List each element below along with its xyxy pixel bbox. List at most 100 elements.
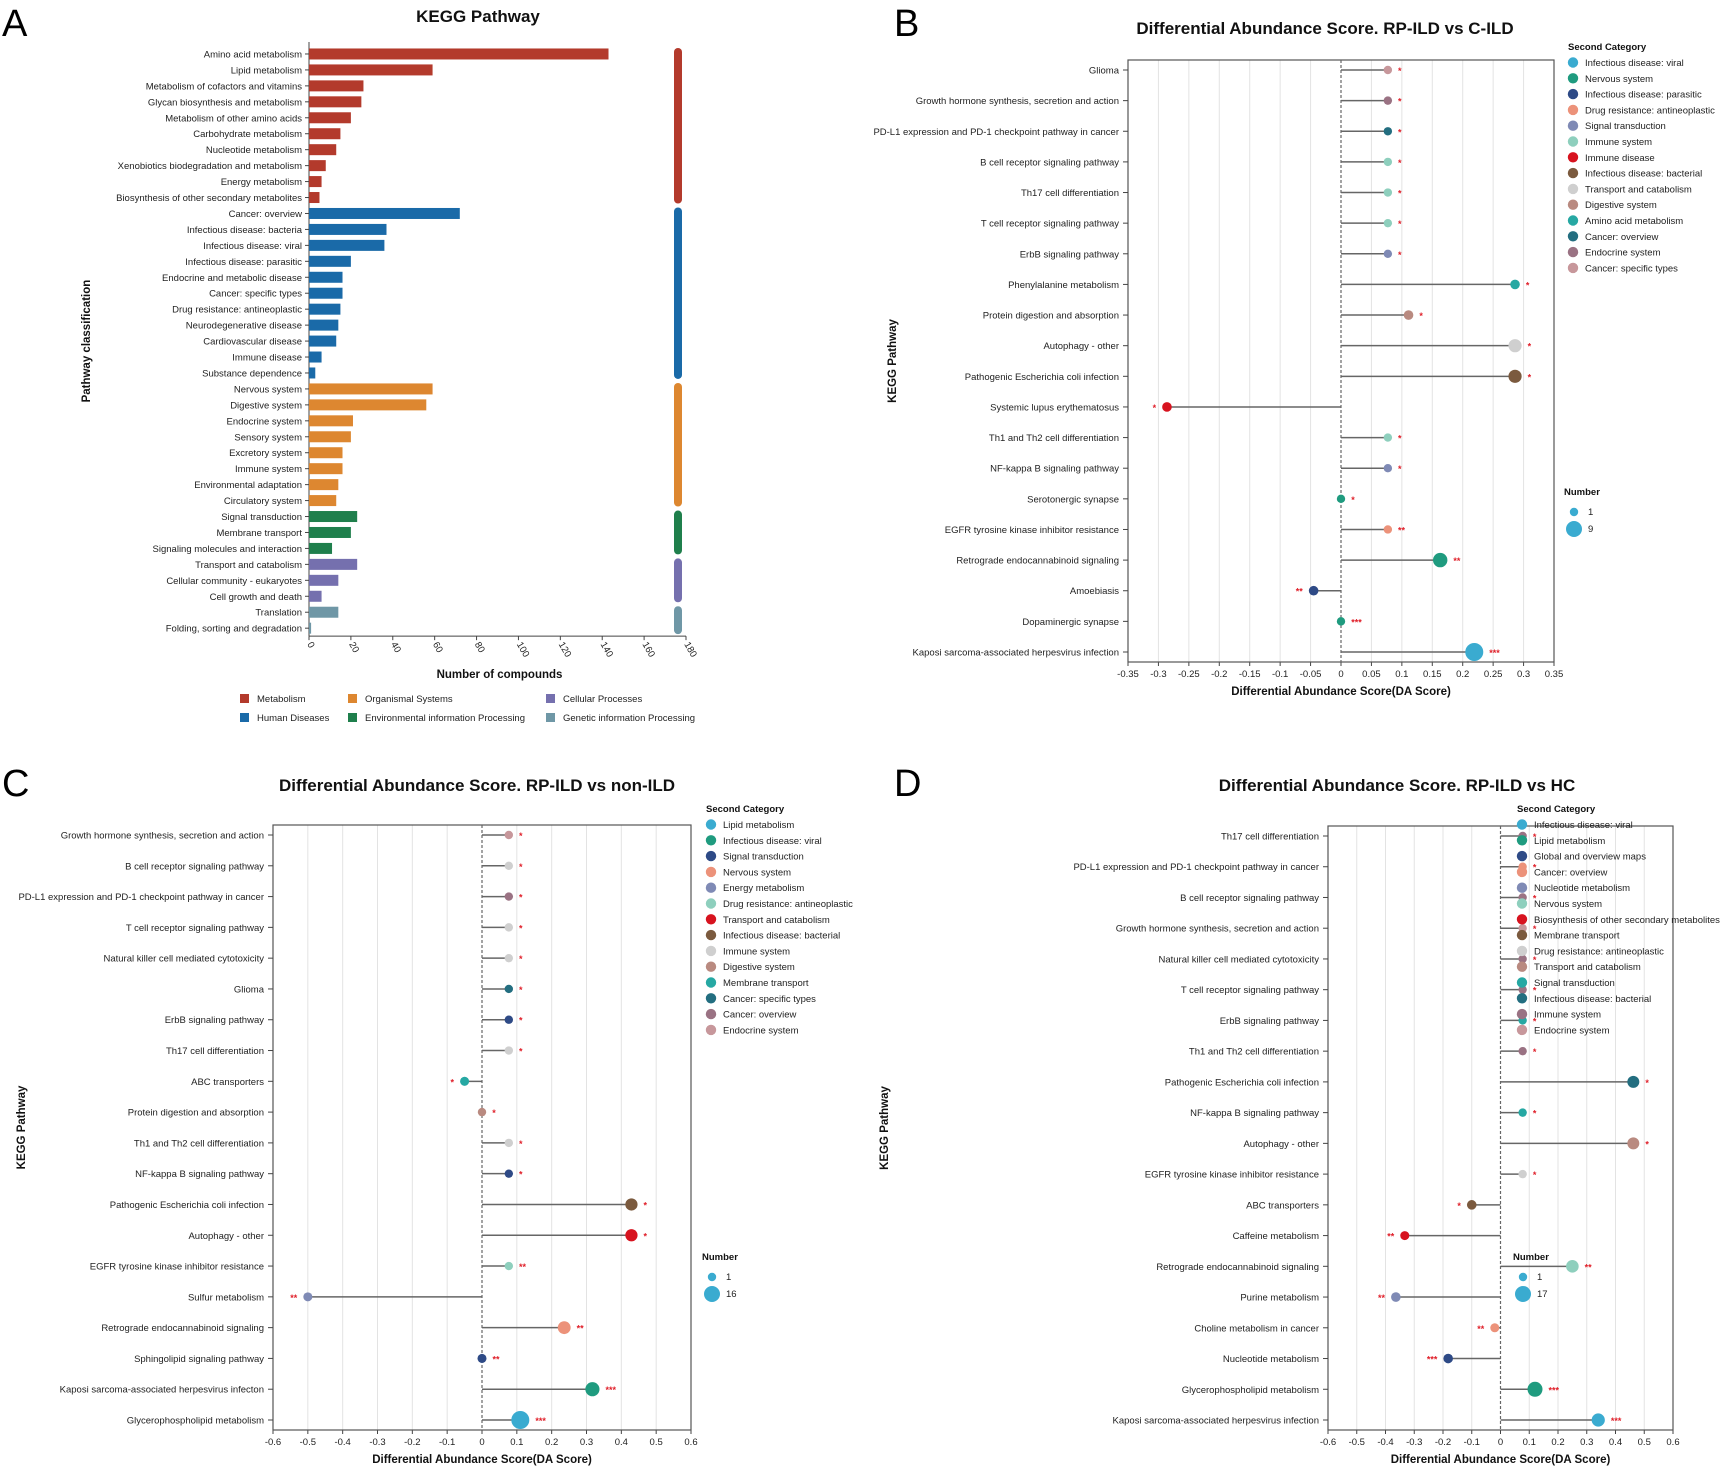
legend-dot — [705, 1008, 717, 1020]
legend-dot — [705, 993, 717, 1004]
pathway-label: PD-L1 expression and PD-1 checkpoint pat… — [1073, 862, 1319, 873]
bar — [309, 574, 339, 586]
y-axis-title: KEGG Pathway — [887, 319, 899, 403]
category-label: Drug resistance: antineoplastic — [172, 305, 302, 316]
significance-marker: * — [644, 1200, 648, 1210]
lollipop-dot — [477, 1107, 487, 1117]
group-strip — [674, 558, 682, 603]
legend-dot — [1516, 929, 1528, 941]
size-legend-dot-min — [1518, 1272, 1528, 1282]
pathway-label: Natural killer cell mediated cytotoxicit… — [1158, 954, 1319, 965]
category-label: Endocrine and metabolic disease — [162, 273, 302, 284]
pathway-label: ABC transporters — [1246, 1200, 1319, 1211]
lollipop-dot — [504, 892, 514, 901]
pathway-label: Growth hormone synthesis, secretion and … — [916, 96, 1119, 107]
x-tick-label: 0.3 — [1580, 1437, 1593, 1448]
category-label: Translation — [255, 608, 302, 619]
lollipop-dot — [1466, 1200, 1477, 1210]
bar — [309, 542, 333, 554]
legend-title: Second Category — [1568, 42, 1647, 53]
legend-label: Cancer: overview — [1585, 232, 1659, 243]
pathway-label: T cell receptor signaling pathway — [981, 219, 1119, 230]
x-tick-label: 0.15 — [1423, 669, 1442, 680]
pathway-label: Th1 and Th2 cell differentiation — [989, 433, 1119, 444]
significance-marker: * — [1526, 280, 1530, 290]
legend-swatch — [348, 694, 357, 703]
legend-dot — [705, 1024, 717, 1036]
x-tick-label: -0.4 — [334, 1437, 350, 1448]
significance-marker: * — [1398, 127, 1402, 137]
legend-dot — [1567, 88, 1579, 100]
lollipop-dot — [1383, 188, 1393, 197]
x-tick-label: 140 — [598, 640, 615, 659]
x-tick-label: 0.6 — [1666, 1437, 1679, 1448]
pathway-label: PD-L1 expression and PD-1 checkpoint pat… — [18, 892, 264, 903]
x-tick-label: -0.5 — [1349, 1437, 1365, 1448]
panel-d-lollipop-chart: D Differential Abundance Score. RP-ILD v… — [879, 763, 1720, 1466]
category-label: Infectious disease: viral — [203, 241, 302, 252]
pathway-label: Th17 cell differentiation — [1021, 188, 1119, 199]
pathway-label: Th17 cell differentiation — [166, 1046, 264, 1057]
lollipop-dot — [1383, 127, 1393, 136]
legend-label: Biosynthesis of other secondary metaboli… — [1534, 915, 1720, 926]
size-legend-title: Number — [1564, 487, 1600, 498]
legend-dot — [1567, 57, 1579, 68]
x-tick-label: 0 — [1338, 669, 1343, 680]
significance-marker: ** — [1296, 587, 1304, 597]
x-tick-label: 160 — [640, 640, 657, 659]
bar — [309, 479, 339, 491]
bar — [309, 271, 343, 283]
pathway-label: EGFR tyrosine kinase inhibitor resistanc… — [1145, 1170, 1319, 1181]
bar — [309, 48, 609, 60]
legend-title: Second Category — [706, 804, 785, 815]
legend-title: Second Category — [1517, 804, 1596, 815]
x-tick-label: -0.5 — [300, 1437, 316, 1448]
significance-marker: * — [519, 923, 523, 933]
significance-marker: *** — [1549, 1385, 1560, 1395]
category-label: Metabolism of other amino acids — [165, 113, 302, 124]
legend-dot — [705, 835, 717, 846]
legend-label: Endocrine system — [1585, 248, 1661, 259]
x-tick-label: -0.3 — [369, 1437, 385, 1448]
size-legend-dot-min — [707, 1272, 717, 1282]
legend-label: Transport and catabolism — [723, 915, 830, 926]
significance-marker: * — [1398, 189, 1402, 199]
bar — [309, 367, 316, 379]
legend-label: Infectious disease: viral — [723, 836, 822, 847]
x-tick-label: 0.5 — [1638, 1437, 1651, 1448]
significance-marker: * — [1533, 924, 1537, 934]
lollipop-dot — [477, 1353, 487, 1363]
pathway-label: Retrograde endocannabinoid signaling — [956, 556, 1119, 567]
x-axis-title: Differential Abundance Score(DA Score) — [372, 1454, 592, 1466]
pathway-label: B cell receptor signaling pathway — [1180, 893, 1319, 904]
bar — [309, 207, 460, 219]
legend-label: Cancer: specific types — [723, 994, 816, 1005]
legend-dot — [1516, 914, 1528, 925]
significance-marker: ** — [1398, 525, 1406, 535]
group-strip — [674, 606, 682, 635]
category-label: Biosynthesis of other secondary metaboli… — [116, 193, 302, 204]
legend-dot — [1567, 167, 1579, 179]
x-tick-label: -0.2 — [1211, 669, 1227, 680]
lollipop-dot — [460, 1076, 470, 1086]
pathway-label: Retrograde endocannabinoid signaling — [1156, 1262, 1319, 1273]
legend-label: Infectious disease: bacterial — [1534, 994, 1651, 1005]
lollipop-dot — [1566, 1260, 1579, 1273]
x-tick-label: 180 — [681, 640, 698, 659]
lollipop-dot — [557, 1321, 571, 1335]
bar — [309, 223, 387, 235]
pathway-label: Glycerophospholipid metabolism — [127, 1416, 264, 1427]
legend-label: Immune system — [723, 946, 790, 957]
legend-dot — [1567, 120, 1579, 131]
legend-dot — [1567, 199, 1579, 210]
size-legend-min: 1 — [726, 1272, 731, 1283]
legend-label: Nucleotide metabolism — [1534, 883, 1630, 894]
significance-marker: * — [1533, 1047, 1537, 1057]
x-tick-label: 120 — [556, 640, 573, 659]
group-strip — [674, 510, 682, 555]
bar — [309, 303, 341, 315]
lollipop-dot — [1627, 1137, 1640, 1150]
bar — [309, 558, 358, 570]
pathway-label: B cell receptor signaling pathway — [125, 861, 264, 872]
lollipop-dot — [1591, 1413, 1605, 1427]
